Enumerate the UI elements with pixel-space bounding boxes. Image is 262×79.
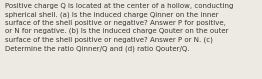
Text: Positive charge Q is located at the center of a hollow, conducting
spherical she: Positive charge Q is located at the cent… xyxy=(5,3,233,52)
